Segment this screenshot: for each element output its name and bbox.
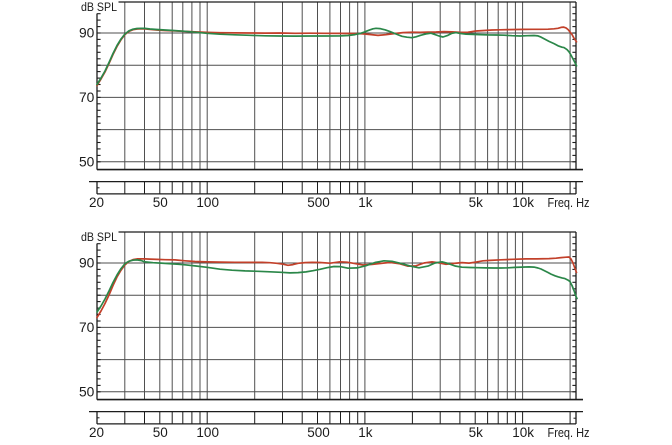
svg-text:50: 50 xyxy=(79,155,95,170)
svg-text:70: 70 xyxy=(79,90,95,105)
svg-text:10k: 10k xyxy=(512,195,534,210)
svg-text:1k: 1k xyxy=(358,195,373,210)
svg-text:90: 90 xyxy=(79,26,95,41)
svg-text:50: 50 xyxy=(153,425,168,440)
svg-text:5k: 5k xyxy=(469,425,484,440)
svg-text:1k: 1k xyxy=(358,425,373,440)
svg-text:500: 500 xyxy=(307,195,330,210)
svg-text:70: 70 xyxy=(79,320,95,335)
svg-text:50: 50 xyxy=(153,195,168,210)
svg-text:500: 500 xyxy=(307,425,330,440)
svg-text:10k: 10k xyxy=(512,425,534,440)
svg-text:dB SPL: dB SPL xyxy=(81,230,117,244)
svg-text:90: 90 xyxy=(79,256,95,271)
svg-text:Freq. Hz: Freq. Hz xyxy=(548,195,590,210)
svg-text:100: 100 xyxy=(196,195,219,210)
svg-text:Freq. Hz: Freq. Hz xyxy=(548,425,590,440)
svg-text:20: 20 xyxy=(89,195,104,210)
svg-text:50: 50 xyxy=(79,385,95,400)
svg-text:5k: 5k xyxy=(469,195,484,210)
svg-text:dB SPL: dB SPL xyxy=(81,0,117,14)
svg-text:100: 100 xyxy=(196,425,219,440)
svg-text:20: 20 xyxy=(89,425,104,440)
